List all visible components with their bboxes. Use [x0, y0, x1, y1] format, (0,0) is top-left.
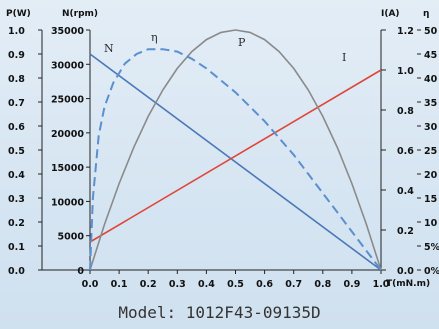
- current-tick-label: 1.0: [397, 66, 414, 77]
- x-tick-label: 0.4: [198, 279, 215, 290]
- power-tick-label: 0.2: [8, 218, 25, 229]
- x-tick-label: 0.8: [314, 279, 331, 290]
- series-line-P: [89, 29, 382, 271]
- motor-performance-chart: P(W) N(rpm) I(A) ηT(mN.m)1.00.90.80.70.60.5…: [6, 9, 439, 290]
- efficiency-tick-label: 5%: [424, 242, 439, 253]
- speed-tick-label: 35000: [51, 26, 84, 37]
- efficiency-tick-label: 25: [424, 146, 437, 157]
- x-tick-label: 0.6: [256, 279, 273, 290]
- current-tick-label: 0.8: [397, 106, 414, 117]
- speed-tick-label: 30000: [51, 60, 84, 71]
- efficiency-tick-label: 40: [424, 74, 438, 85]
- current-axis-title: I(A): [381, 9, 400, 19]
- speed-tick-label: 5000: [58, 232, 85, 243]
- model-label: Model: 1012F43-09135D: [118, 303, 321, 322]
- x-axis-title: T(mN.m): [386, 279, 430, 289]
- efficiency-tick-label: 15: [424, 194, 437, 205]
- current-tick-label: 0.4: [397, 186, 414, 197]
- speed-tick-label: 15000: [51, 163, 84, 174]
- x-tick-label: 0.9: [343, 279, 360, 290]
- power-tick-label: 0.0: [8, 266, 25, 277]
- power-tick-label: 1.0: [8, 26, 25, 37]
- curve-label-η: η: [151, 31, 158, 44]
- speed-tick-label: 25000: [51, 95, 84, 106]
- x-tick-label: 0.7: [285, 279, 302, 290]
- curve-label-I: I: [342, 51, 346, 64]
- power-tick-label: 0.6: [8, 122, 25, 133]
- current-tick-label: 0.0: [397, 266, 414, 277]
- power-tick-label: 0.5: [8, 146, 25, 157]
- efficiency-tick-label: 20: [424, 170, 438, 181]
- speed-tick-label: 10000: [51, 197, 84, 208]
- curve-label-P: P: [238, 36, 246, 49]
- efficiency-tick-label: 45: [424, 50, 437, 61]
- x-tick-label: 0.2: [140, 279, 157, 290]
- power-tick-label: 0.1: [8, 242, 25, 253]
- x-tick-label: 1.0: [373, 279, 390, 290]
- efficiency-tick-label: 30: [424, 122, 438, 133]
- series-line-N: [89, 53, 382, 271]
- efficiency-tick-label: 35: [424, 98, 437, 109]
- power-tick-label: 0.3: [8, 194, 25, 205]
- speed-tick-label: 0: [77, 266, 84, 277]
- efficiency-tick-label: 50: [424, 26, 438, 37]
- x-tick-label: 0.3: [169, 279, 186, 290]
- x-tick-label: 0.1: [111, 279, 128, 290]
- current-tick-label: 1.2: [397, 26, 414, 37]
- x-tick-label: 0.5: [227, 279, 244, 290]
- current-tick-label: 0.6: [397, 146, 414, 157]
- efficiency-axis-title: η: [423, 9, 429, 19]
- curve-label-N: N: [104, 42, 114, 55]
- current-tick-label: 0.2: [397, 226, 414, 237]
- speed-axis-title: N(rpm): [62, 9, 98, 19]
- series-line-η: [89, 48, 382, 271]
- series-line-I: [89, 69, 382, 243]
- efficiency-tick-label: 0%: [424, 266, 439, 277]
- power-tick-label: 0.4: [8, 170, 25, 181]
- x-tick-label: 0.0: [82, 279, 99, 290]
- power-tick-label: 0.7: [8, 98, 25, 109]
- power-axis-title: P(W): [6, 9, 31, 19]
- power-tick-label: 0.8: [8, 74, 25, 85]
- efficiency-tick-label: 10: [424, 218, 438, 229]
- power-tick-label: 0.9: [8, 50, 25, 61]
- speed-tick-label: 20000: [51, 129, 84, 140]
